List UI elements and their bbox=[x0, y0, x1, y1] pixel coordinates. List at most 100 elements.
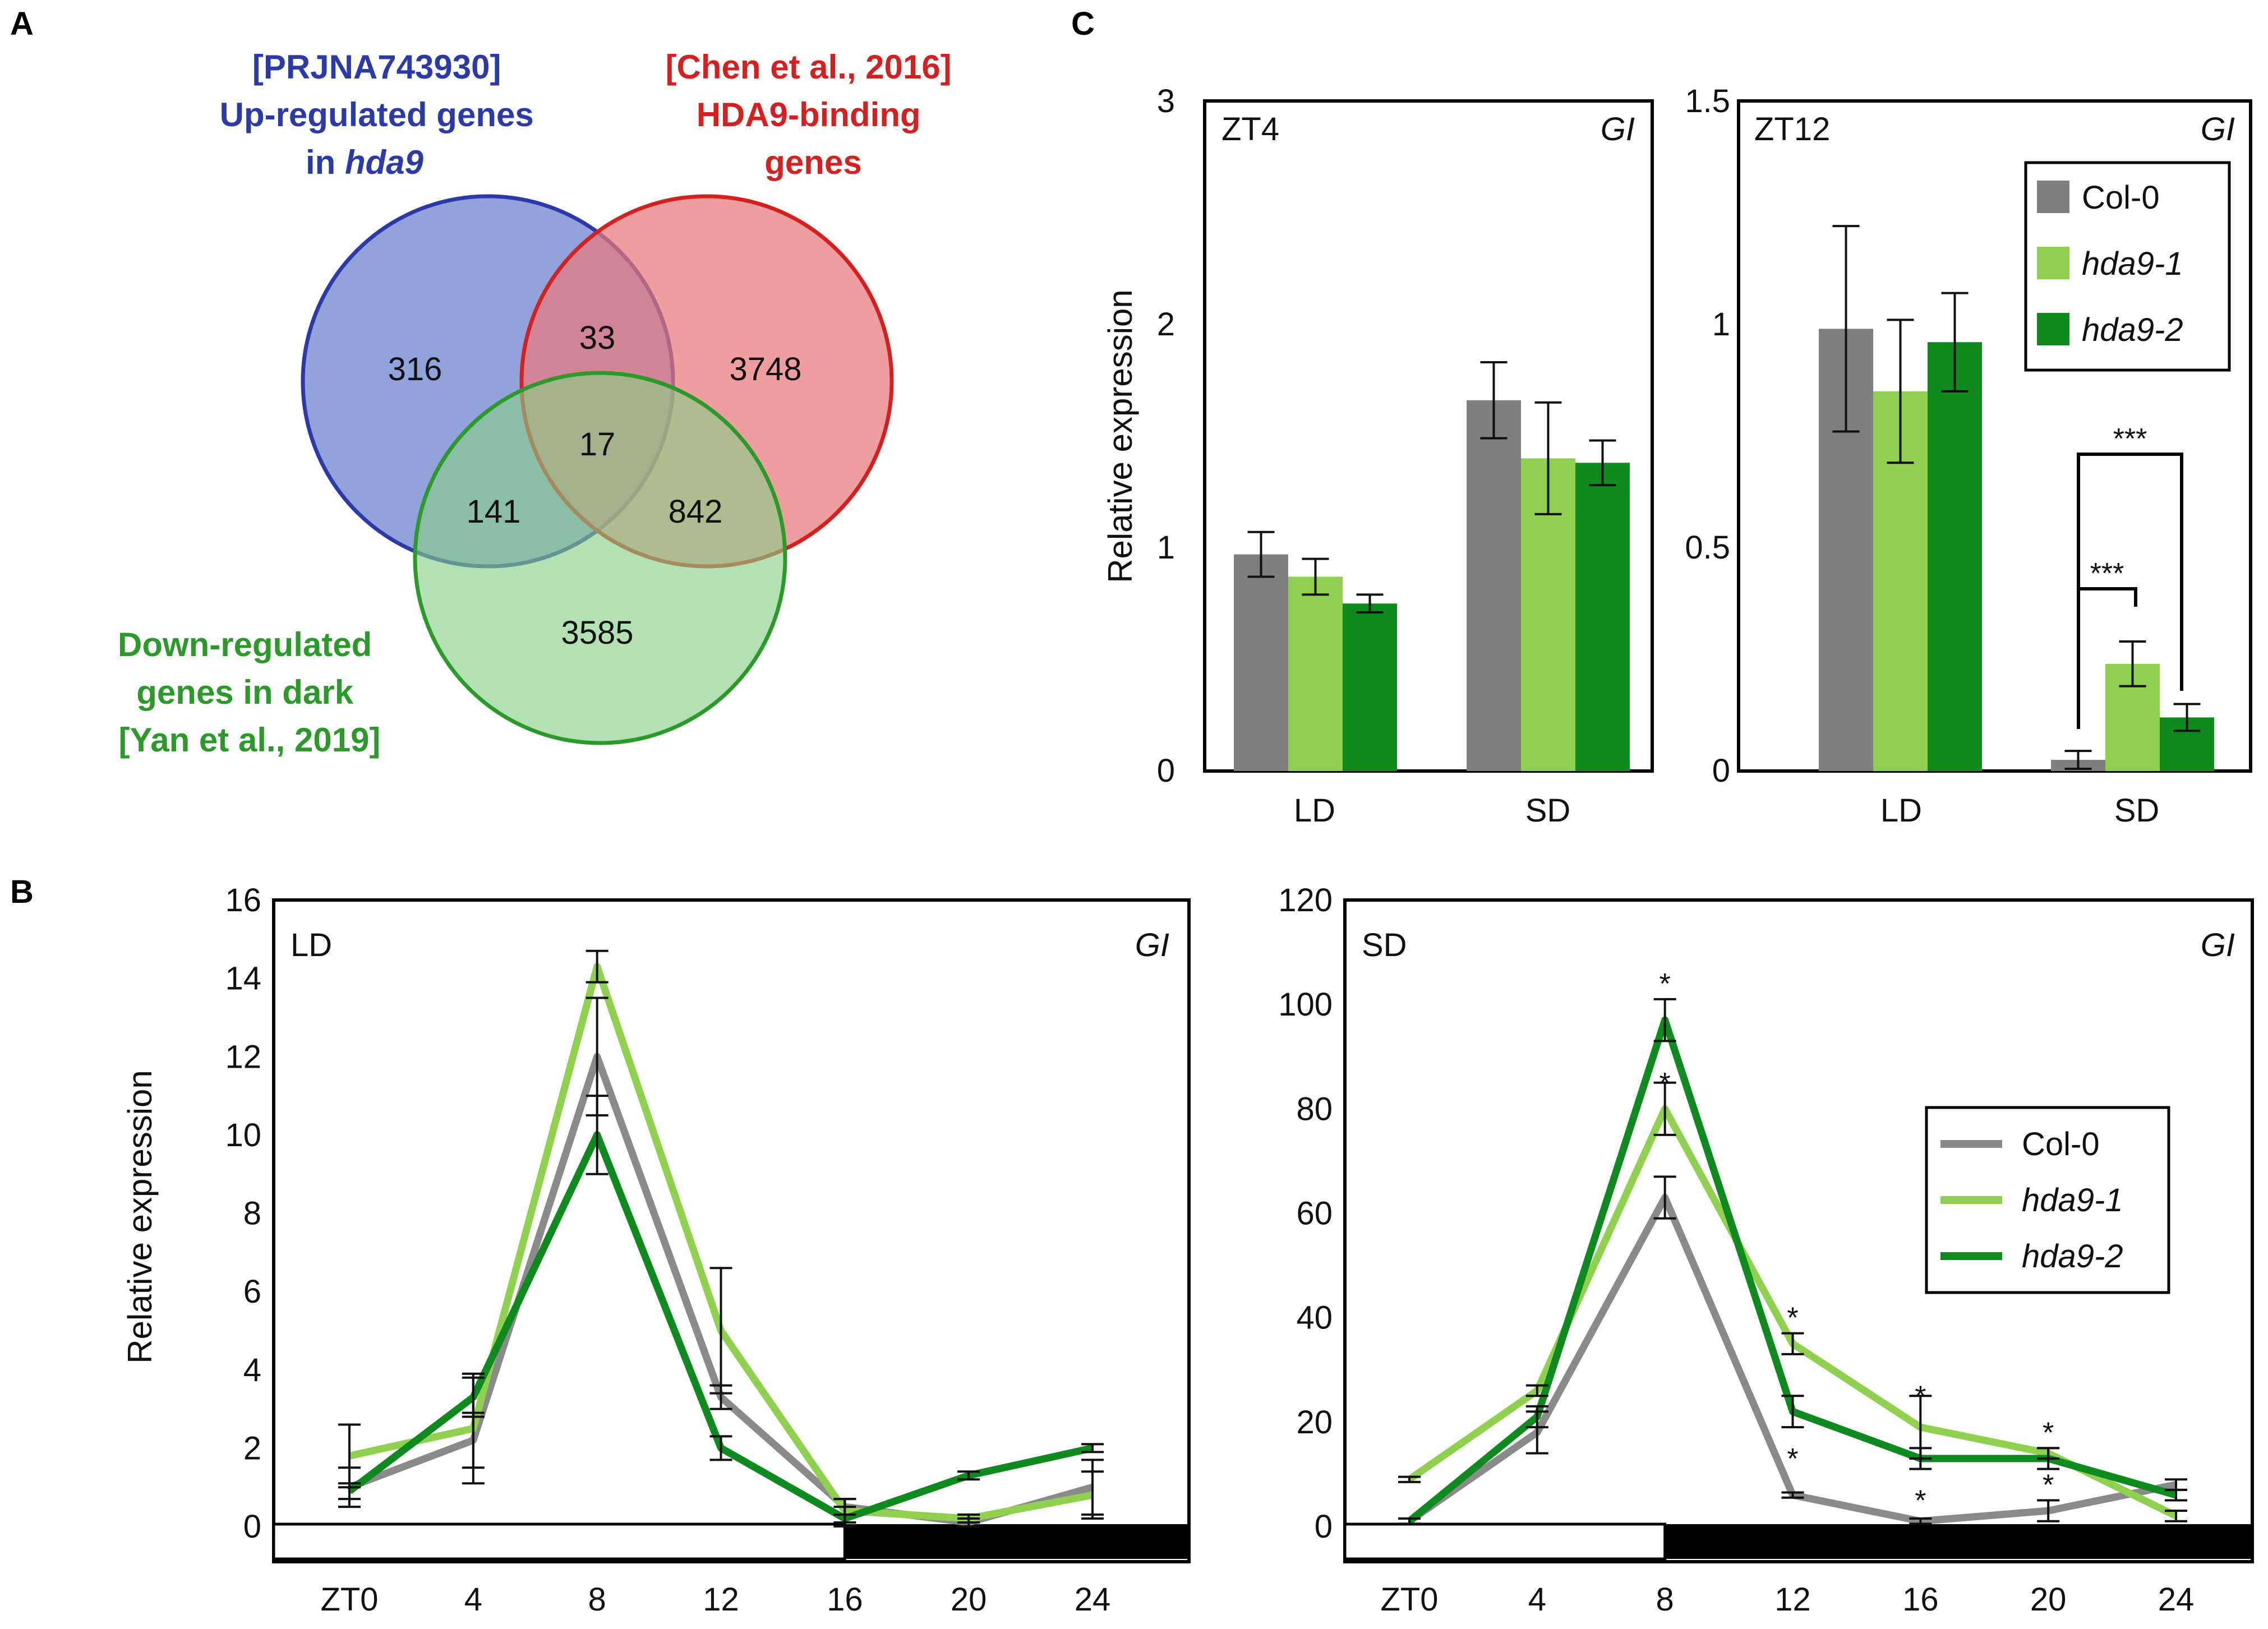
significance-star: * bbox=[1787, 1302, 1798, 1335]
y-axis-label: Relative expression bbox=[1101, 289, 1139, 583]
y-axis-label: Relative expression bbox=[121, 1070, 159, 1364]
y-tick-label: 40 bbox=[1296, 1300, 1333, 1336]
y-tick-label: 1 bbox=[1157, 529, 1175, 566]
panel-letter-b: B bbox=[10, 874, 34, 910]
significance-star: * bbox=[2043, 1469, 2054, 1502]
y-tick-label: 60 bbox=[1296, 1196, 1333, 1232]
gene-label: GI bbox=[2201, 927, 2235, 963]
bar-chart-zt4: ZT4 GI 0 1 2 3 Relative expression LD SD bbox=[1101, 83, 1654, 829]
y-tick-label: 0 bbox=[1315, 1508, 1333, 1545]
x-tick-label: 12 bbox=[703, 1581, 739, 1618]
plot-frame bbox=[1737, 99, 2252, 773]
x-ticks: ZT0 4 8 12 16 20 24 bbox=[1380, 1581, 2194, 1618]
bar-chart-zt12: ZT12 GI 0 0.5 1 1.5 LD SD Col-0 hda9-1 h… bbox=[1685, 83, 2252, 829]
legend-swatch-col0 bbox=[2037, 181, 2069, 213]
venn-title-blue: [PRJNA743930] Up-regulated genes in hda9 bbox=[220, 48, 543, 181]
legend-label-col0: Col-0 bbox=[2022, 1126, 2100, 1162]
x-tick-label: 8 bbox=[1656, 1581, 1674, 1618]
legend-label-hda9-2: hda9-2 bbox=[2022, 1238, 2123, 1275]
venn-green-line1: Down-regulated bbox=[118, 626, 372, 663]
venn-diagram: [PRJNA743930] Up-regulated genes in hda9… bbox=[118, 48, 961, 759]
x-tick-label: 24 bbox=[2158, 1581, 2195, 1618]
bar-group bbox=[1234, 361, 1630, 771]
bar bbox=[1343, 603, 1397, 771]
dark-period-bar bbox=[845, 1524, 1189, 1559]
bar bbox=[1575, 463, 1630, 771]
venn-count-green-only: 3585 bbox=[561, 615, 633, 651]
x-tick-label: ZT0 bbox=[1380, 1581, 1438, 1618]
bar bbox=[1234, 554, 1288, 771]
x-tick-label: 16 bbox=[1902, 1581, 1939, 1618]
venn-count-blue-only: 316 bbox=[388, 351, 442, 387]
y-tick-label: 0 bbox=[1712, 753, 1730, 789]
gene-label: GI bbox=[1601, 111, 1635, 147]
plot-frame bbox=[1203, 99, 1654, 773]
plot-frame bbox=[1343, 898, 2254, 1563]
x-tick-label: 16 bbox=[827, 1581, 863, 1618]
y-tick-label: 1.5 bbox=[1685, 83, 1730, 119]
venn-red-line2: HDA9-binding bbox=[697, 96, 921, 133]
line-chart-sd: SD GI 0 20 40 60 80 100 120 ZT0 4 8 12 16 20 24 Col-… bbox=[1278, 882, 2254, 1618]
y-tick-label: 6 bbox=[243, 1273, 261, 1310]
x-tick-label: SD bbox=[1525, 792, 1571, 829]
gene-label: GI bbox=[1135, 927, 1169, 963]
legend-label-hda9-1: hda9-1 bbox=[2082, 246, 2183, 282]
venn-title-red: [Chen et al., 2016] HDA9-binding genes bbox=[666, 48, 961, 181]
gene-label: GI bbox=[2201, 111, 2235, 147]
x-tick-label: LD bbox=[1294, 792, 1335, 829]
y-tick-label: 2 bbox=[1157, 306, 1175, 343]
x-ticks: ZT0 4 8 12 16 20 24 bbox=[320, 1581, 1110, 1618]
y-ticks: 0 2 4 6 8 10 12 14 16 bbox=[225, 882, 261, 1545]
venn-blue-line1: [PRJNA743930] bbox=[252, 48, 501, 86]
venn-red-line3: genes bbox=[764, 144, 861, 181]
significance-label: *** bbox=[2090, 557, 2124, 590]
bar-group bbox=[1819, 225, 2214, 771]
significance-star: * bbox=[1915, 1484, 1926, 1517]
light-period-bar bbox=[272, 1522, 846, 1561]
bar bbox=[1467, 400, 1521, 771]
y-tick-label: 10 bbox=[225, 1117, 261, 1153]
y-tick-label: 3 bbox=[1157, 83, 1175, 119]
venn-count-blue-red: 33 bbox=[579, 320, 616, 356]
venn-count-blue-green: 141 bbox=[467, 493, 521, 530]
legend: Col-0 hda9-1 hda9-2 bbox=[2024, 161, 2231, 372]
venn-green-line2: genes in dark bbox=[136, 673, 353, 711]
y-tick-label: 20 bbox=[1296, 1404, 1333, 1441]
x-tick-label: 20 bbox=[951, 1581, 987, 1618]
corner-label: ZT4 bbox=[1221, 111, 1279, 147]
light-period-bar bbox=[1343, 1522, 1667, 1561]
x-tick-label: ZT0 bbox=[320, 1581, 378, 1618]
significance-label: *** bbox=[2113, 423, 2147, 455]
x-tick-label: 4 bbox=[1528, 1581, 1546, 1618]
y-tick-label: 100 bbox=[1278, 986, 1333, 1023]
venn-circle-down-regulated bbox=[413, 371, 787, 745]
panel-letter-c: C bbox=[1071, 6, 1095, 42]
panel-letter-a: A bbox=[10, 6, 34, 42]
legend-label-hda9-1: hda9-1 bbox=[2022, 1182, 2123, 1219]
significance-markers: * * * * * * * * bbox=[1659, 968, 2054, 1517]
line-chart-ld: LD GI Relative expression 0246810121416 … bbox=[121, 882, 1191, 1618]
venn-count-red-only: 3748 bbox=[729, 351, 801, 387]
venn-green-line3: [Yan et al., 2019] bbox=[119, 721, 381, 759]
x-tick-label: SD bbox=[2114, 792, 2160, 829]
corner-label: SD bbox=[1362, 927, 1407, 963]
series-group bbox=[338, 949, 1104, 1528]
y-tick-label: 8 bbox=[243, 1196, 261, 1232]
x-tick-label: 24 bbox=[1075, 1581, 1111, 1618]
significance-star: * bbox=[2043, 1416, 2054, 1449]
x-tick-label: 4 bbox=[464, 1581, 482, 1618]
bar bbox=[1928, 342, 1982, 771]
y-tick-label: 80 bbox=[1296, 1091, 1333, 1127]
venn-count-all: 17 bbox=[579, 426, 616, 463]
x-tick-label: 8 bbox=[588, 1581, 606, 1618]
venn-blue-line2: Up-regulated genes bbox=[220, 96, 534, 133]
significance-bracket bbox=[2077, 453, 2183, 729]
x-tick-label: 12 bbox=[1774, 1581, 1811, 1618]
y-tick-label: 2 bbox=[243, 1430, 261, 1466]
legend-label-col0: Col-0 bbox=[2082, 179, 2160, 216]
plot-frame bbox=[272, 898, 1191, 1563]
significance-star: * bbox=[1659, 1067, 1671, 1100]
venn-blue-line3: in bbox=[306, 144, 345, 181]
x-tick-label: LD bbox=[1880, 792, 1922, 829]
